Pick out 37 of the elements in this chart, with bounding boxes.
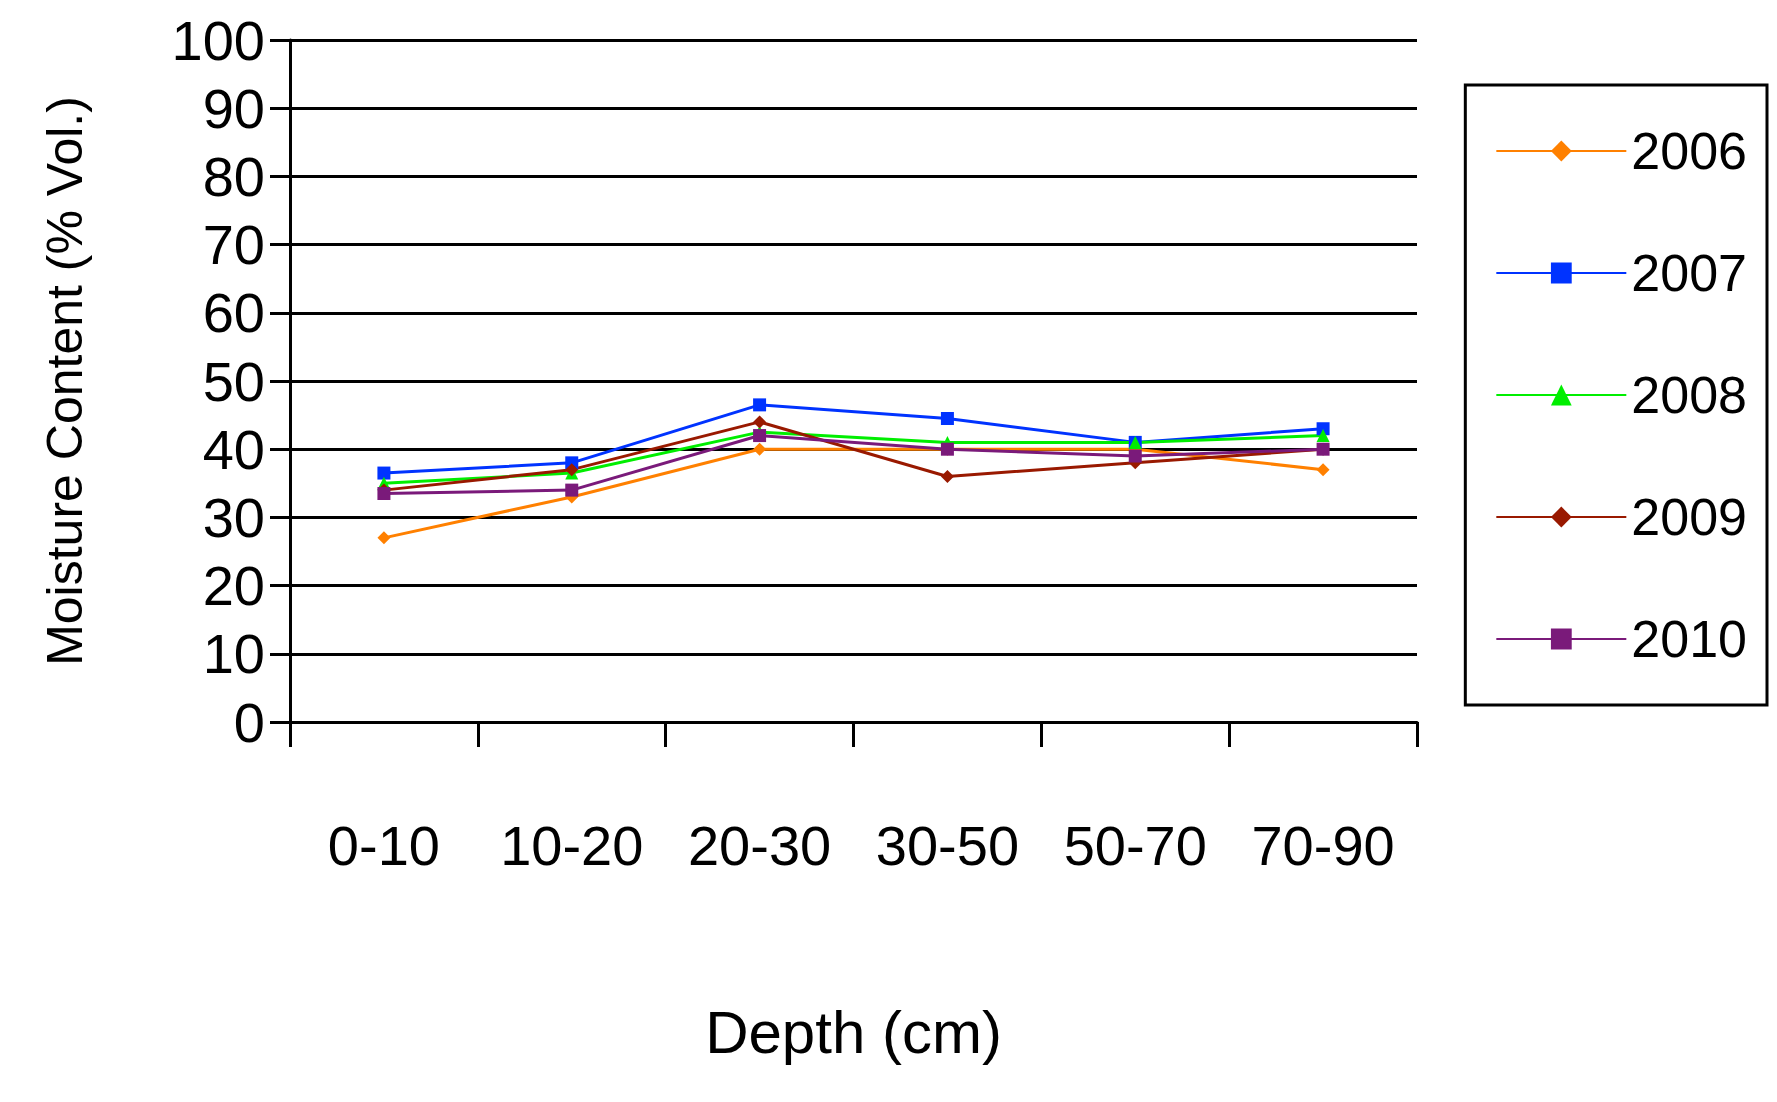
legend-label: 2006 — [1631, 122, 1748, 180]
point — [1128, 449, 1142, 463]
point — [940, 412, 954, 426]
y-tick-label: 80 — [202, 144, 265, 208]
point — [940, 469, 954, 483]
y-tick-label: 100 — [171, 8, 265, 72]
x-tick-label: 30-50 — [875, 813, 1020, 877]
y-tick-label: 90 — [202, 76, 265, 140]
point — [1316, 429, 1330, 443]
y-tick-label: 10 — [202, 622, 265, 686]
point — [753, 429, 767, 443]
point — [565, 483, 579, 497]
point — [377, 487, 391, 501]
point — [1316, 463, 1330, 477]
x-tick-label: 10-20 — [500, 813, 644, 877]
x-axis-title: Depth (cm) — [705, 998, 1002, 1066]
x-tick-label: 50-70 — [1063, 813, 1207, 877]
legend-label: 2007 — [1631, 244, 1748, 302]
legend-label: 2010 — [1631, 610, 1748, 668]
y-tick-label: 50 — [202, 349, 265, 413]
y-tick-label: 40 — [202, 417, 265, 481]
y-tick-label: 30 — [202, 485, 265, 549]
point — [753, 398, 767, 412]
point — [377, 531, 391, 545]
x-tick-label: 70-90 — [1251, 813, 1395, 877]
point — [753, 442, 767, 456]
y-tick-label: 0 — [233, 690, 265, 754]
y-tick-label: 70 — [202, 213, 265, 277]
y-tick-label: 20 — [202, 554, 265, 618]
y-axis-title: Moisture Content (% Vol.) — [37, 96, 93, 666]
y-tick-label: 60 — [202, 281, 265, 345]
x-tick-label: 0-10 — [327, 813, 440, 877]
legend-label: 2008 — [1631, 366, 1748, 424]
legend-label: 2009 — [1631, 488, 1748, 546]
point — [377, 466, 391, 480]
point — [753, 415, 767, 429]
x-tick-label: 20-30 — [687, 813, 832, 877]
